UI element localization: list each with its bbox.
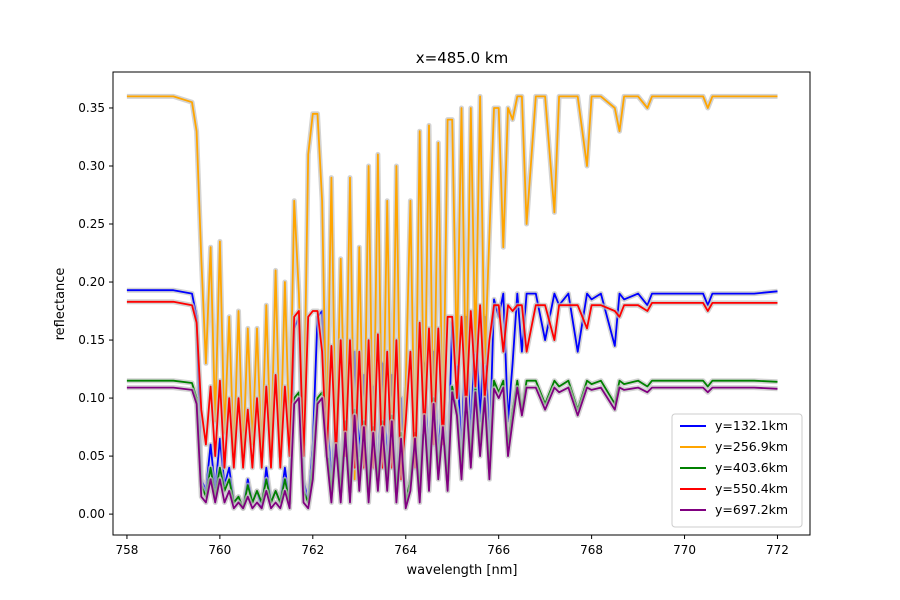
chart-title: x=485.0 km: [416, 49, 508, 67]
y-tick-label-3: 0.15: [78, 333, 105, 347]
x-tick-label-3: 764: [394, 543, 417, 557]
x-tick-label-1: 760: [208, 543, 231, 557]
y-axis: 0.00 0.05 0.10 0.15 0.20 0.25 0.30 0.35: [78, 101, 113, 521]
y-tick-label-6: 0.30: [78, 159, 105, 173]
y-tick-label-0: 0.00: [78, 507, 105, 521]
legend-label-4: y=697.2km: [715, 502, 788, 517]
legend-label-3: y=550.4km: [715, 481, 788, 496]
plot-frame: [112, 71, 811, 536]
x-tick-label-5: 768: [580, 543, 603, 557]
y-tick-label-1: 0.05: [78, 449, 105, 463]
series-line-4: [126, 386, 778, 510]
y-tick-label-4: 0.20: [78, 275, 105, 289]
legend: y=132.1km y=256.9km y=403.6km y=550.4km y=69…: [671, 413, 803, 528]
x-tick-label-7: 772: [766, 543, 789, 557]
series-line-3: [126, 300, 778, 481]
y-tick-label-7: 0.35: [78, 101, 105, 115]
legend-label-2: y=403.6km: [715, 460, 788, 475]
x-tick-label-4: 766: [487, 543, 510, 557]
x-axis-label: wavelength [nm]: [407, 563, 518, 578]
y-tick-label-2: 0.10: [78, 391, 105, 405]
legend-box: [671, 413, 803, 528]
x-tick-label-0: 758: [115, 543, 138, 557]
x-tick-label-2: 762: [301, 543, 324, 557]
legend-label-0: y=132.1km: [715, 418, 788, 433]
x-tick-label-6: 770: [673, 543, 696, 557]
legend-label-1: y=256.9km: [715, 439, 788, 454]
series-layer: [126, 93, 778, 511]
series-line-1: [126, 95, 778, 481]
y-axis-label: reflectance: [53, 268, 68, 341]
y-tick-label-5: 0.25: [78, 217, 105, 231]
x-axis: 758 760 762 764 766 768 770 772: [115, 535, 789, 557]
